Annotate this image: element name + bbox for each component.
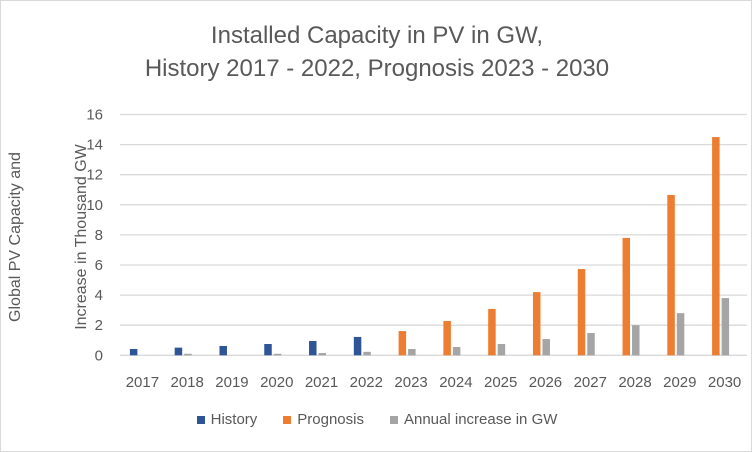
bar-prognosis: [667, 195, 675, 356]
legend-label-history: History: [210, 411, 258, 428]
legend-item-annual-increase: Annual increase in GW: [389, 411, 558, 428]
x-tick-label: 2027: [574, 374, 607, 391]
bar-prognosis: [398, 331, 407, 356]
bar-history: [309, 341, 317, 356]
bar-annual-increase-in-gw: [318, 353, 327, 356]
legend-label-prognosis: Prognosis: [297, 411, 364, 428]
bar-prognosis: [488, 308, 496, 356]
bar-prognosis: [532, 292, 541, 356]
x-tick-label: 2026: [529, 374, 562, 391]
bar-annual-increase-in-gw: [408, 348, 416, 356]
bar-prognosis: [622, 237, 631, 356]
legend-swatch-prognosis: [283, 415, 292, 424]
bar-history: [129, 348, 138, 356]
x-tick-label: 2021: [305, 374, 338, 391]
y-tick-label: 4: [95, 287, 103, 304]
bar-prognosis: [443, 320, 451, 356]
bar-history: [219, 345, 227, 356]
x-tick-label: 2028: [618, 374, 651, 391]
y-tick-label: 2: [95, 317, 103, 334]
x-tick-label: 2030: [708, 374, 741, 391]
bar-annual-increase-in-gw: [184, 353, 192, 356]
chart-title: Installed Capacity in PV in GW, History …: [1, 19, 751, 85]
bar-history: [174, 347, 183, 356]
y-tick-label: 16: [86, 107, 103, 124]
legend-swatch-annual-increase: [389, 415, 398, 424]
y-tick-label: 0: [95, 347, 103, 364]
bar-annual-increase-in-gw: [363, 351, 371, 356]
bar-annual-increase-in-gw: [452, 347, 461, 356]
bar-annual-increase-in-gw: [273, 353, 282, 356]
y-tick-label: 14: [86, 137, 103, 154]
x-tick-label: 2019: [215, 374, 248, 391]
legend-item-history: History: [196, 411, 258, 428]
y-tick-label: 10: [86, 197, 103, 214]
bar-annual-increase-in-gw: [632, 325, 640, 356]
x-tick-label: 2017: [126, 374, 159, 391]
bar-history: [353, 336, 362, 356]
bar-annual-increase-in-gw: [721, 298, 730, 356]
bar-annual-increase-in-gw: [676, 313, 685, 356]
legend-item-prognosis: Prognosis: [283, 411, 364, 428]
x-tick-label: 2023: [394, 374, 427, 391]
legend: History Prognosis Annual increase in GW: [1, 411, 751, 428]
bar-prognosis: [577, 269, 586, 356]
x-tick-label: 2020: [260, 374, 293, 391]
x-tick-label: 2025: [484, 374, 517, 391]
y-tick-label: 12: [86, 167, 103, 184]
bar-prognosis: [712, 137, 720, 356]
y-tick-label: 8: [95, 227, 103, 244]
x-tick-label: 2018: [170, 374, 203, 391]
legend-label-annual-increase: Annual increase in GW: [403, 411, 558, 428]
legend-swatch-history: [196, 415, 205, 424]
title-line-2: History 2017 - 2022, Prognosis 2023 - 20…: [144, 55, 610, 82]
bar-annual-increase-in-gw: [497, 344, 506, 356]
bar-annual-increase-in-gw: [587, 333, 595, 356]
x-tick-label: 2022: [350, 374, 383, 391]
x-tick-label: 2024: [439, 374, 472, 391]
title-line-1: Installed Capacity in PV in GW,: [210, 22, 544, 49]
bar-history: [264, 344, 272, 356]
y-tick-label: 6: [95, 257, 103, 274]
bar-annual-increase-in-gw: [542, 339, 550, 356]
x-tick-label: 2029: [663, 374, 696, 391]
